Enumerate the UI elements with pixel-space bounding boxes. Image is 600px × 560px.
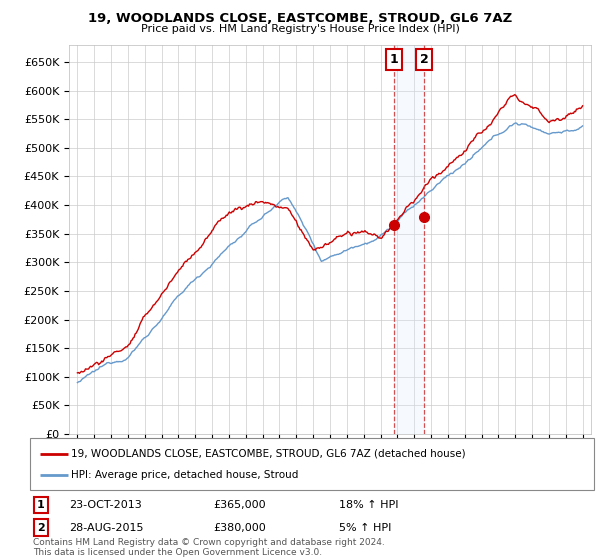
Text: 1: 1 bbox=[37, 500, 44, 510]
Text: 23-OCT-2013: 23-OCT-2013 bbox=[69, 500, 142, 510]
Text: 1: 1 bbox=[389, 53, 398, 66]
Text: £365,000: £365,000 bbox=[213, 500, 266, 510]
Text: 18% ↑ HPI: 18% ↑ HPI bbox=[339, 500, 398, 510]
Text: 19, WOODLANDS CLOSE, EASTCOMBE, STROUD, GL6 7AZ: 19, WOODLANDS CLOSE, EASTCOMBE, STROUD, … bbox=[88, 12, 512, 25]
Text: 28-AUG-2015: 28-AUG-2015 bbox=[69, 522, 143, 533]
Text: 19, WOODLANDS CLOSE, EASTCOMBE, STROUD, GL6 7AZ (detached house): 19, WOODLANDS CLOSE, EASTCOMBE, STROUD, … bbox=[71, 449, 466, 459]
Text: 2: 2 bbox=[420, 53, 428, 66]
Text: Contains HM Land Registry data © Crown copyright and database right 2024.
This d: Contains HM Land Registry data © Crown c… bbox=[33, 538, 385, 557]
Text: Price paid vs. HM Land Registry's House Price Index (HPI): Price paid vs. HM Land Registry's House … bbox=[140, 24, 460, 34]
Text: 2: 2 bbox=[37, 522, 44, 533]
Bar bbox=[394, 45, 424, 434]
Text: £380,000: £380,000 bbox=[213, 522, 266, 533]
Text: 5% ↑ HPI: 5% ↑ HPI bbox=[339, 522, 391, 533]
Text: HPI: Average price, detached house, Stroud: HPI: Average price, detached house, Stro… bbox=[71, 470, 298, 480]
